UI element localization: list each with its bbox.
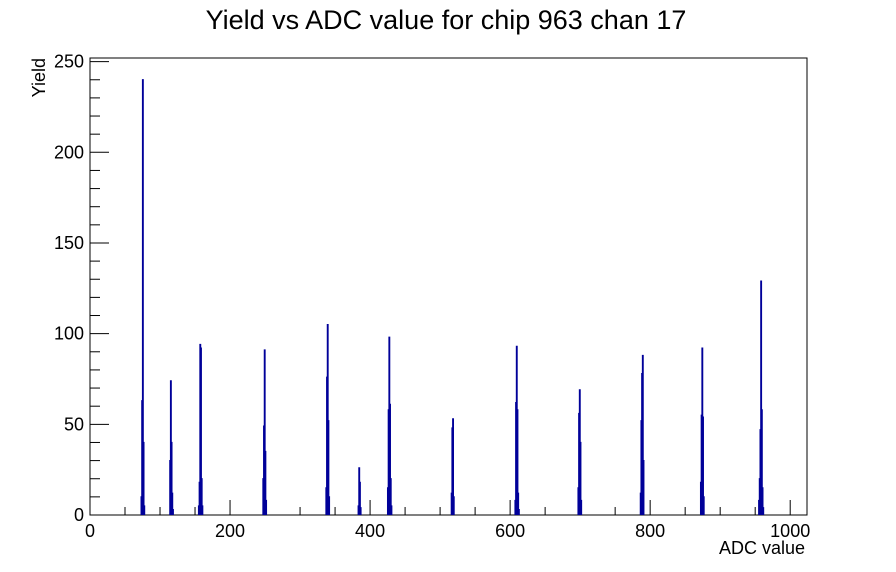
x-tick-label: 0 <box>85 521 95 541</box>
histogram-bin <box>642 459 645 515</box>
histogram-bin <box>201 505 204 515</box>
y-tick-label: 100 <box>54 324 84 344</box>
histogram-bin <box>264 450 267 515</box>
histogram-bin <box>641 354 644 515</box>
histogram-bin <box>141 79 144 515</box>
histogram-bin <box>517 492 520 515</box>
histogram-bin <box>171 492 174 515</box>
x-tick-label: 1000 <box>770 521 810 541</box>
histogram-bin <box>359 507 362 515</box>
y-tick-label: 0 <box>74 505 84 525</box>
histogram-bin <box>452 418 455 515</box>
histogram-bin <box>326 323 329 515</box>
histogram-bin <box>200 347 202 515</box>
histogram-bin <box>580 499 583 515</box>
histogram-bin <box>516 409 519 515</box>
y-tick-label: 150 <box>54 233 84 253</box>
histogram-bin <box>579 441 582 515</box>
x-tick-label: 600 <box>495 521 525 541</box>
y-tick-label: 50 <box>64 414 84 434</box>
histogram-bin <box>390 505 393 515</box>
y-axis: 0 50 100 150 200 250 <box>54 52 109 525</box>
y-tick-label: 250 <box>54 52 84 72</box>
histogram-bin <box>200 478 203 515</box>
x-axis-label: ADC value <box>719 538 805 558</box>
histogram-bin <box>358 481 361 515</box>
histogram-bin <box>328 496 331 515</box>
histogram-bin <box>517 508 520 515</box>
histogram-bin <box>143 505 146 515</box>
histogram-bin <box>172 508 174 515</box>
histogram-bin <box>762 507 765 515</box>
histogram-bin <box>452 496 455 515</box>
chart-title: Yield vs ADC value for chip 963 chan 17 <box>206 5 687 35</box>
y-axis-label: Yield <box>29 58 49 97</box>
x-axis: 0 200 400 600 800 1000 <box>85 500 810 541</box>
plot-frame <box>89 57 808 516</box>
histogram-bin <box>170 441 173 515</box>
x-tick-label: 800 <box>635 521 665 541</box>
histogram-bin <box>702 416 704 515</box>
histogram-bin <box>760 280 763 515</box>
histogram-bin <box>327 420 330 515</box>
y-tick-label: 200 <box>54 142 84 162</box>
histogram-bin <box>702 496 705 515</box>
histogram-bin <box>389 478 392 515</box>
histogram-bin <box>265 499 268 515</box>
histogram-bin <box>761 487 764 515</box>
histogram-bin <box>263 349 266 515</box>
histogram-bin <box>389 403 391 515</box>
histogram-bin <box>142 441 145 515</box>
x-tick-label: 200 <box>215 521 245 541</box>
x-tick-label: 400 <box>355 521 385 541</box>
histogram-bin <box>760 409 763 515</box>
histogram-bars <box>140 79 765 515</box>
